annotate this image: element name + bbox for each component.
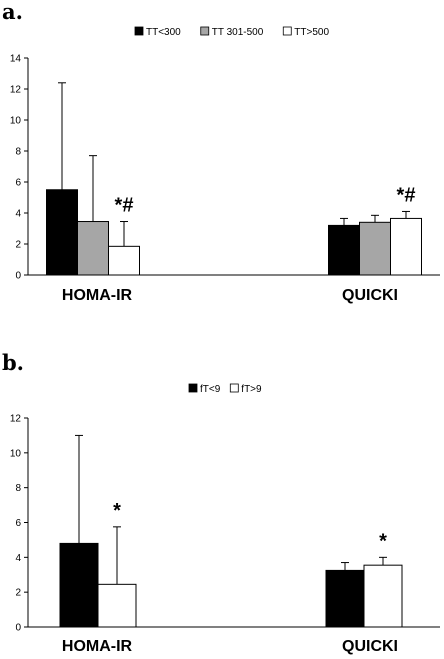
bar	[363, 564, 403, 628]
legend-label: fT<9	[200, 384, 221, 395]
legend-label: TT>500	[294, 27, 329, 38]
legend-label: TT 301-500	[212, 27, 264, 38]
y-tick-label: 0	[15, 271, 21, 282]
y-tick-label: 12	[10, 85, 22, 96]
category-label: QUICKI	[342, 287, 398, 304]
y-tick-label: 0	[15, 623, 21, 634]
y-tick-label: 2	[15, 588, 21, 599]
bar	[77, 221, 109, 276]
legend-swatch	[134, 26, 144, 36]
bar	[325, 569, 365, 628]
chart-panel-b: b. fT<9 fT>9 0 2 4 6 8 10 12 HOMA-IR QUICKI * *	[2, 350, 440, 655]
y-tick-label: 10	[10, 116, 22, 127]
bar	[328, 224, 360, 276]
legend-label: fT>9	[241, 384, 262, 395]
significance-annotation: *#	[397, 184, 416, 206]
y-tick-label: 10	[10, 448, 22, 459]
category-label: HOMA-IR	[62, 638, 133, 655]
y-tick-label: 6	[15, 518, 21, 529]
legend-label: TT<300	[146, 27, 181, 38]
y-tick-label: 2	[15, 240, 21, 251]
significance-annotation: *	[113, 500, 121, 522]
significance-annotation: *	[379, 530, 387, 552]
y-tick-label: 4	[15, 553, 21, 564]
bar	[108, 245, 140, 276]
bar	[97, 583, 137, 628]
y-tick-label: 8	[15, 483, 21, 494]
y-tick-label: 6	[15, 178, 21, 189]
y-tick-label: 8	[15, 147, 21, 158]
y-tick-label: 12	[10, 414, 22, 425]
chart-panel-a: a. TT<300 TT 301-500 TT>500 0 2 4 6 8 10 12 14 HOMA-…	[2, 0, 440, 304]
bar	[46, 189, 78, 276]
panel-label: a.	[2, 0, 23, 24]
bar	[390, 217, 422, 276]
y-tick-label: 14	[10, 54, 22, 65]
legend-swatch	[200, 26, 210, 36]
category-label: HOMA-IR	[62, 287, 133, 304]
legend-swatch	[229, 383, 239, 393]
legend-swatch	[188, 383, 198, 393]
bar	[59, 542, 99, 628]
significance-annotation: *#	[115, 195, 134, 217]
y-tick-label: 4	[15, 209, 21, 220]
panel-label: b.	[2, 350, 24, 375]
bar	[359, 221, 391, 276]
legend-swatch	[282, 26, 292, 36]
category-label: QUICKI	[342, 638, 398, 655]
